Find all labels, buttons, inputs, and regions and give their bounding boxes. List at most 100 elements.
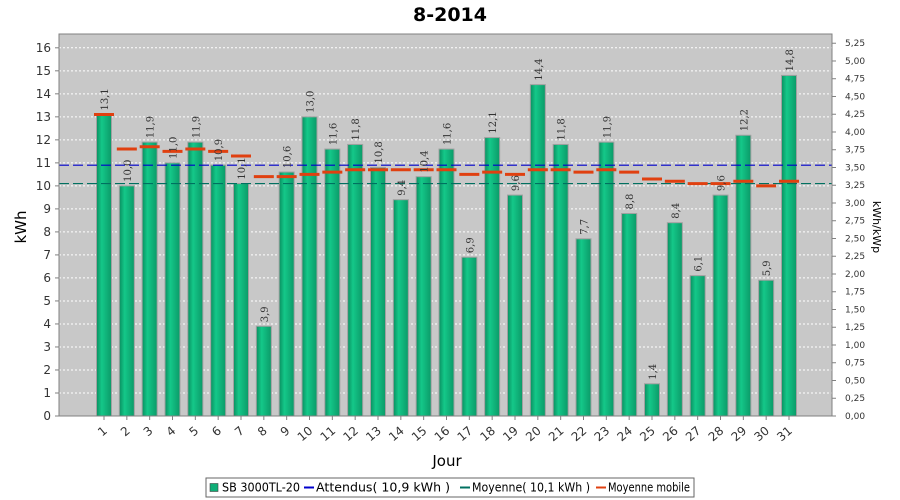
- data-label: 13,0: [306, 91, 317, 113]
- x-tick-label: 28: [706, 424, 727, 445]
- data-label: 10,1: [237, 157, 248, 179]
- x-tick-label: 30: [751, 424, 772, 445]
- data-label: 14,8: [785, 49, 796, 71]
- y-tick-label: 5: [43, 294, 51, 308]
- bar-series: [96, 74, 797, 417]
- bar: [278, 171, 295, 417]
- data-label: 9,6: [717, 175, 728, 191]
- data-label: 10,6: [283, 146, 294, 168]
- y-tick-label: 4: [43, 317, 51, 331]
- bar: [415, 176, 432, 417]
- bar: [552, 143, 569, 417]
- y-right-tick-label: 0,50: [845, 376, 865, 386]
- data-label: 6,1: [694, 256, 705, 272]
- data-label: 3,9: [260, 306, 271, 322]
- data-label: 12,2: [739, 109, 750, 131]
- x-tick-label: 7: [232, 424, 247, 440]
- bar: [781, 74, 797, 417]
- bar: [438, 148, 455, 417]
- y-right-tick-label: 3,00: [845, 199, 865, 209]
- bar: [255, 325, 272, 417]
- bar: [370, 166, 386, 417]
- data-label: 7,7: [580, 219, 591, 235]
- x-axis-label: Jour: [431, 452, 462, 470]
- data-label: 6,9: [465, 237, 476, 253]
- y-right-tick-label: 3,25: [845, 181, 865, 191]
- y-tick-label: 12: [36, 133, 51, 147]
- bar: [575, 238, 592, 417]
- x-tick-label: 31: [774, 424, 795, 445]
- y-axis-label-right: kWh/kWp: [870, 201, 883, 253]
- x-tick-label: 4: [164, 424, 179, 440]
- y-right-tick-label: 0,25: [845, 394, 865, 404]
- y-tick-label: 11: [36, 156, 51, 170]
- data-label: 5,9: [762, 260, 773, 276]
- bar: [461, 256, 478, 417]
- y-tick-label: 8: [43, 225, 51, 239]
- bar: [712, 194, 729, 417]
- bar: [644, 383, 660, 417]
- y-tick-label: 9: [43, 202, 51, 216]
- legend-item: Moyenne mobile: [596, 481, 690, 495]
- y-right-tick-label: 3,75: [845, 146, 865, 156]
- bar: [233, 183, 249, 417]
- legend-item: SB 3000TL-20: [209, 481, 300, 495]
- legend-box: [205, 477, 695, 498]
- y-right-tick-label: 4,00: [845, 128, 865, 138]
- plot-frame: [58, 33, 833, 417]
- y-right-tick-label: 4,25: [845, 110, 865, 120]
- y-tick-label: 10: [36, 179, 51, 193]
- bar: [621, 212, 638, 417]
- x-tick-label: 8: [255, 424, 270, 440]
- bar: [164, 162, 181, 417]
- bar: [507, 194, 523, 417]
- x-tick-label: 13: [363, 424, 384, 445]
- y-right-tick-label: 4,75: [845, 75, 865, 85]
- data-label: 14,4: [534, 58, 545, 80]
- legend-label: Moyenne mobile: [608, 481, 690, 495]
- y-tick-label: 2: [43, 363, 51, 377]
- x-tick-label: 26: [660, 424, 681, 445]
- data-label: 11,9: [146, 116, 157, 138]
- data-label: 11,6: [443, 123, 454, 145]
- y-tick-label: 14: [36, 87, 51, 101]
- data-label: 10,0: [123, 160, 134, 182]
- bar: [735, 134, 752, 417]
- legend-label: Moyenne( 10,1 kWh ): [472, 481, 590, 495]
- legend: SB 3000TL-20 Attendus( 10,9 kWh ) Moyenne(…: [205, 477, 695, 498]
- data-label: 11,8: [557, 118, 568, 140]
- x-tick-label: 1: [95, 424, 110, 440]
- legend-label: SB 3000TL-20: [222, 481, 300, 495]
- bar: [484, 137, 501, 417]
- data-label: 1,4: [648, 364, 659, 380]
- y-right-tick-label: 5,25: [845, 39, 865, 49]
- y-right-tick-label: 5,00: [845, 57, 865, 67]
- x-tick-label: 15: [409, 424, 430, 445]
- x-tick-label: 9: [278, 424, 293, 440]
- x-tick-label: 23: [592, 424, 613, 445]
- x-tick-label: 16: [432, 424, 453, 445]
- y-right-tick-label: 2,25: [845, 252, 865, 262]
- data-label: 11,6: [328, 123, 339, 145]
- legend-label: Attendus( 10,9 kWh ): [316, 481, 450, 495]
- y-axis-right: 0,00 0,25 0,50 0,75 1,00 1,25 1,50 1,75 2,00 2,25…: [832, 39, 865, 422]
- bar: [666, 222, 683, 417]
- y-tick-label: 1: [43, 386, 51, 400]
- data-label: 11,8: [351, 118, 362, 140]
- y-right-tick-label: 1,25: [845, 323, 865, 333]
- bar: [689, 275, 706, 417]
- data-label: 11,0: [169, 137, 180, 159]
- data-label: 8,4: [671, 203, 682, 219]
- y-tick-label: 13: [36, 110, 51, 124]
- y-right-tick-label: 0,75: [845, 359, 865, 369]
- x-tick-label: 14: [386, 424, 407, 445]
- x-tick-label: 3: [141, 424, 156, 440]
- data-label: 10,9: [214, 139, 225, 161]
- x-tick-label: 20: [523, 424, 544, 445]
- bar: [347, 143, 364, 417]
- y-axis-label: kWh: [12, 210, 30, 243]
- x-tick-label: 19: [500, 424, 521, 445]
- x-tick-label: 27: [683, 424, 704, 445]
